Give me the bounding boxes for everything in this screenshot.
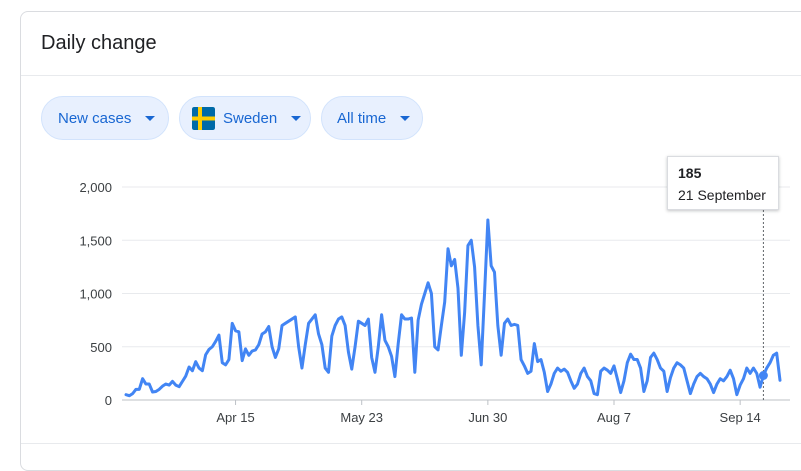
y-tick-label: 500 bbox=[90, 340, 112, 355]
x-tick-label: Apr 15 bbox=[216, 410, 254, 425]
tooltip-value: 185 bbox=[678, 165, 702, 181]
card-title: Daily change bbox=[41, 32, 157, 54]
y-tick-label: 1,500 bbox=[79, 233, 112, 248]
hover-point bbox=[758, 371, 768, 381]
chevron-down-icon bbox=[400, 115, 411, 121]
x-tick-label: May 23 bbox=[340, 410, 383, 425]
series-layer bbox=[124, 218, 782, 398]
chevron-down-icon bbox=[145, 115, 156, 121]
x-tick-label: Sep 14 bbox=[720, 410, 761, 425]
country-dropdown[interactable]: Sweden bbox=[179, 96, 311, 140]
metric-dropdown[interactable]: New cases bbox=[41, 96, 169, 140]
daily-change-line-chart[interactable]: 2,000 1,500 1,000 500 0 Apr 15 May 23 Jun 30 Au… bbox=[0, 0, 801, 455]
header-divider bbox=[21, 75, 801, 76]
time-range-dropdown-label: All time bbox=[337, 109, 387, 127]
y-axis-ticks: 2,000 1,500 1,000 500 0 bbox=[79, 180, 112, 408]
y-tick-label: 0 bbox=[105, 393, 112, 408]
x-axis-ticks: Apr 15 May 23 Jun 30 Aug 7 Sep 14 bbox=[216, 400, 761, 425]
footer-divider bbox=[21, 443, 801, 444]
tooltip-date: 21 September bbox=[678, 187, 766, 203]
metric-dropdown-label: New cases bbox=[58, 109, 132, 127]
x-tick-label: Jun 30 bbox=[468, 410, 507, 425]
y-tick-label: 2,000 bbox=[79, 180, 112, 195]
chevron-down-icon bbox=[291, 115, 302, 121]
y-tick-label: 1,000 bbox=[79, 287, 112, 302]
x-tick-label: Aug 7 bbox=[597, 410, 631, 425]
series-line-new-cases bbox=[124, 218, 782, 398]
chart-gridlines bbox=[122, 186, 790, 401]
daily-change-card bbox=[20, 11, 801, 471]
sweden-flag-icon bbox=[192, 106, 215, 130]
country-dropdown-label: Sweden bbox=[223, 109, 278, 127]
hover-tooltip: 185 21 September bbox=[667, 156, 779, 210]
time-range-dropdown[interactable]: All time bbox=[321, 96, 423, 140]
